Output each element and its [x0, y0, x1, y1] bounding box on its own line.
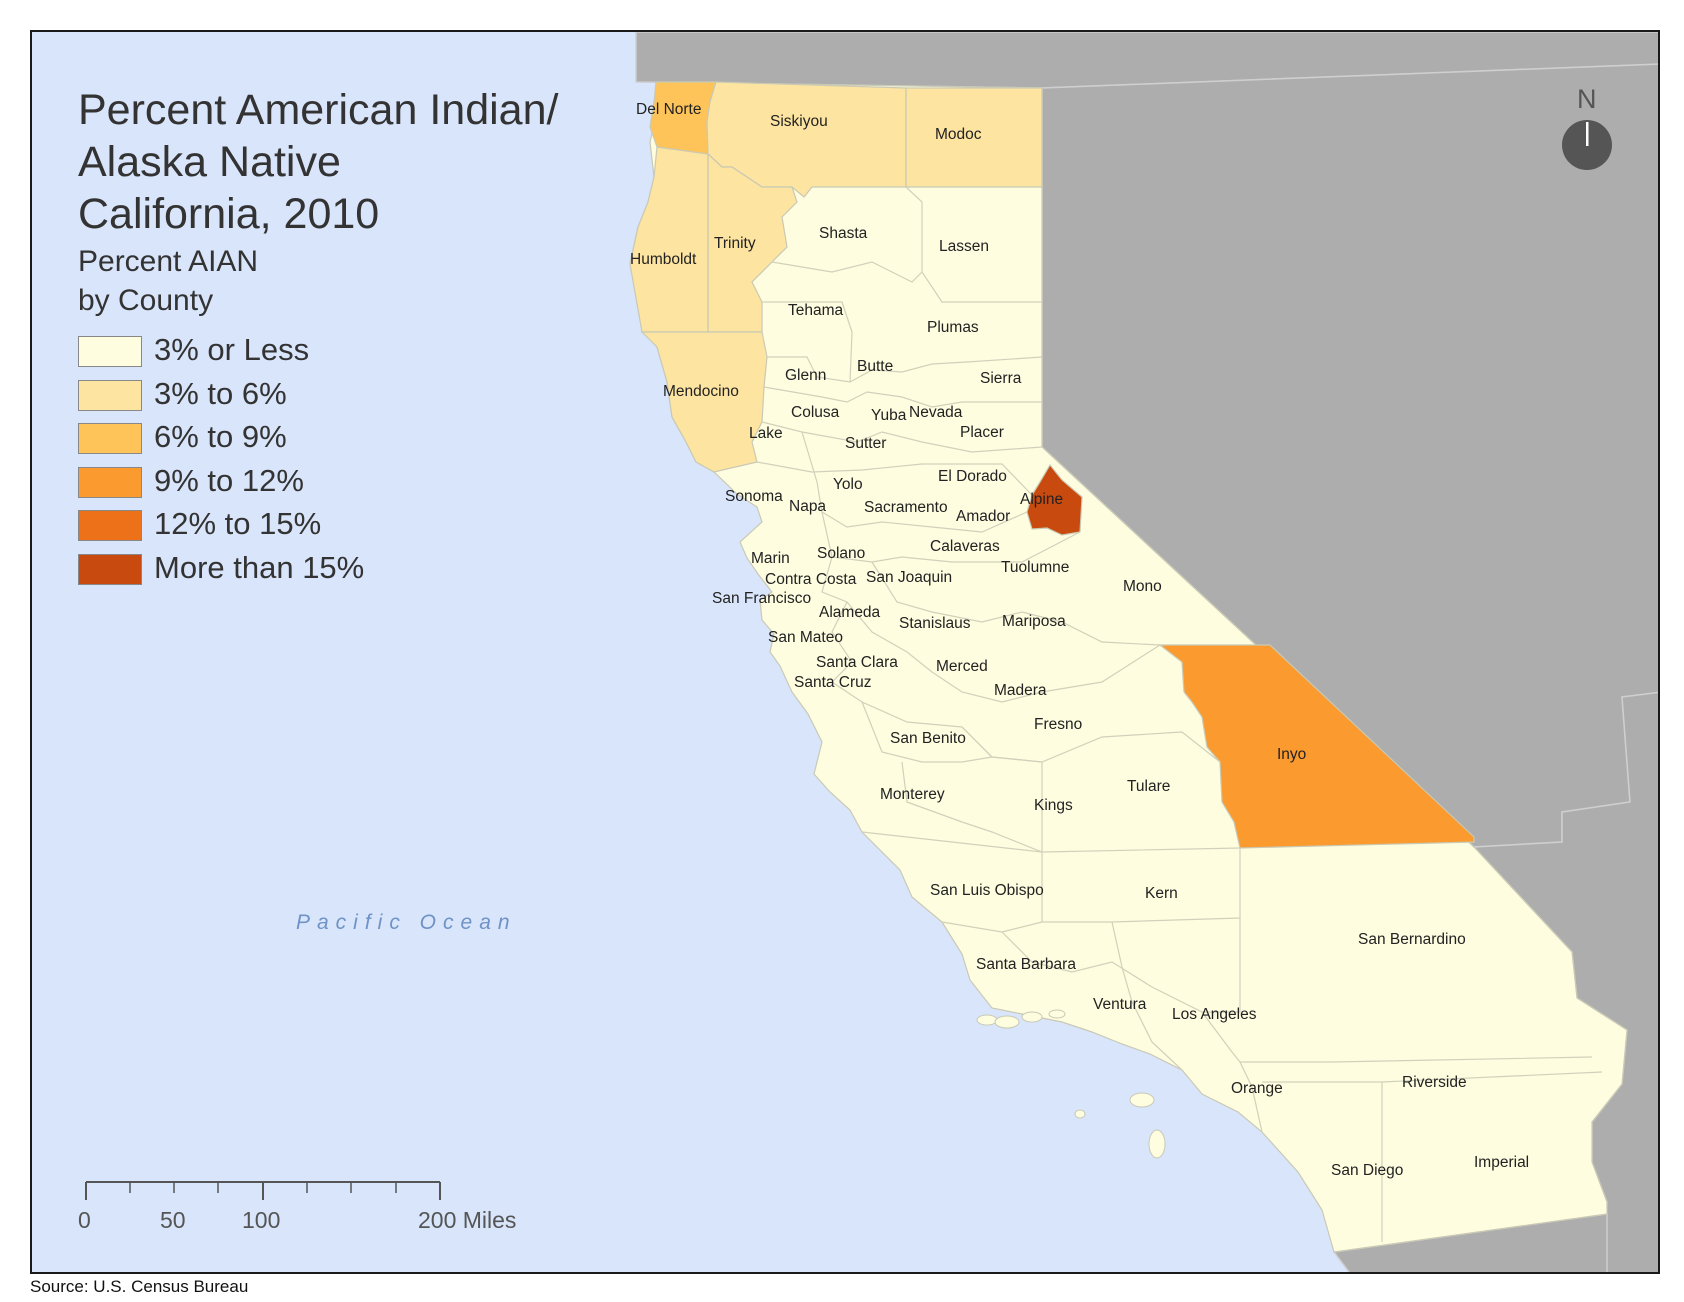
county-label-sierra: Sierra	[980, 370, 1022, 387]
county-label-lassen: Lassen	[939, 238, 989, 255]
county-label-santa-cruz: Santa Cruz	[794, 674, 872, 691]
map-canvas: Del Norte Siskiyou Modoc Humboldt Trinit…	[32, 32, 1658, 1272]
county-label-sonoma: Sonoma	[725, 488, 783, 505]
legend-swatch-1	[78, 379, 142, 411]
scale-tick-50: 50	[160, 1207, 186, 1233]
county-label-sacramento: Sacramento	[864, 499, 948, 516]
map-title-line-1: Percent American Indian/	[78, 86, 559, 134]
county-label-san-luis-obispo: San Luis Obispo	[930, 882, 1044, 899]
county-label-san-diego: San Diego	[1331, 1162, 1403, 1179]
county-label-stanislaus: Stanislaus	[899, 615, 971, 632]
county-shape-del-norte	[649, 81, 717, 155]
source-note: Source: U.S. Census Bureau	[30, 1277, 249, 1296]
legend-title-line-1: Percent AIAN	[78, 245, 259, 278]
county-label-monterey: Monterey	[880, 786, 945, 803]
county-label-mendocino: Mendocino	[663, 383, 739, 400]
ocean-label: Pacific Ocean	[296, 911, 517, 934]
county-label-napa: Napa	[789, 498, 826, 515]
county-label-lake: Lake	[749, 425, 783, 442]
county-label-kern: Kern	[1145, 885, 1178, 902]
scale-tick-0: 0	[78, 1207, 91, 1233]
map-title-line-2: Alaska Native	[78, 138, 341, 186]
map-title-line-3: California, 2010	[78, 190, 380, 238]
neighbor-land	[635, 32, 1658, 1272]
legend-swatch-3	[78, 466, 142, 498]
county-shape-inyo	[1158, 644, 1475, 849]
county-label-madera: Madera	[994, 682, 1047, 699]
county-label-mono: Mono	[1123, 578, 1162, 595]
county-label-glenn: Glenn	[785, 367, 826, 384]
county-label-humboldt: Humboldt	[630, 251, 697, 268]
county-label-tulare: Tulare	[1127, 778, 1170, 795]
north-label: N	[1577, 84, 1597, 114]
county-label-fresno: Fresno	[1034, 716, 1082, 733]
county-label-trinity: Trinity	[714, 235, 756, 252]
county-label-riverside: Riverside	[1402, 1074, 1467, 1091]
legend-title: Percent AIAN by County	[78, 242, 258, 320]
county-shape-mendocino	[640, 331, 768, 473]
county-label-placer: Placer	[960, 424, 1004, 441]
county-label-santa-clara: Santa Clara	[816, 654, 898, 671]
county-label-imperial: Imperial	[1474, 1154, 1529, 1171]
county-labels: Del Norte Siskiyou Modoc Humboldt Trinit…	[630, 101, 1529, 1179]
legend-label-3: 9% to 12%	[154, 462, 304, 498]
county-label-mariposa: Mariposa	[1002, 613, 1066, 630]
legend-swatch-0	[78, 336, 142, 367]
county-shape-trinity	[707, 152, 798, 333]
map-title: Percent American Indian/ Alaska Native C…	[78, 84, 558, 240]
county-label-santa-barbara: Santa Barbara	[976, 956, 1076, 973]
county-label-shasta: Shasta	[819, 225, 868, 242]
county-label-solano: Solano	[817, 545, 865, 562]
county-shapes	[629, 81, 1475, 849]
legend-title-line-2: by County	[78, 284, 214, 317]
county-boundaries	[756, 186, 1603, 1242]
scale-tick-200: 200 Miles	[418, 1207, 516, 1233]
county-label-colusa: Colusa	[791, 404, 840, 421]
county-shape-alpine	[1026, 463, 1083, 536]
scale-tick-100: 100	[242, 1207, 280, 1233]
county-label-alameda: Alameda	[819, 604, 881, 621]
legend-label-4: 12% to 15%	[154, 506, 322, 541]
county-label-del-norte: Del Norte	[636, 101, 701, 118]
scale-bar: 0 50 100 200 Miles	[78, 1181, 516, 1233]
county-label-contra-costa: Contra Costa	[765, 571, 857, 588]
county-label-el-dorado: El Dorado	[938, 468, 1007, 485]
map-frame: Del Norte Siskiyou Modoc Humboldt Trinit…	[30, 30, 1660, 1274]
county-label-kings: Kings	[1034, 797, 1073, 814]
legend-label-1: 3% to 6%	[154, 375, 287, 411]
county-label-sutter: Sutter	[845, 435, 886, 452]
county-label-inyo: Inyo	[1277, 746, 1306, 763]
county-label-san-bernardino: San Bernardino	[1358, 931, 1466, 948]
legend-swatch-5	[78, 553, 142, 585]
county-label-alpine: Alpine	[1020, 491, 1063, 508]
county-label-marin: Marin	[751, 550, 790, 567]
county-label-yolo: Yolo	[833, 476, 863, 493]
legend-label-2: 6% to 9%	[154, 419, 287, 454]
north-arrow: N	[1562, 84, 1612, 170]
legend-swatch-2	[78, 423, 142, 454]
county-label-butte: Butte	[857, 358, 893, 375]
county-label-ventura: Ventura	[1093, 996, 1147, 1013]
legend-label-5: More than 15%	[154, 549, 365, 585]
county-label-siskiyou: Siskiyou	[770, 113, 828, 130]
county-label-tehama: Tehama	[788, 302, 844, 319]
county-label-san-francisco: San Francisco	[712, 590, 811, 607]
county-shape-modoc	[905, 87, 1043, 188]
county-label-san-benito: San Benito	[890, 730, 966, 747]
legend-swatch-4	[78, 510, 142, 541]
county-label-merced: Merced	[936, 658, 988, 675]
county-label-los-angeles: Los Angeles	[1172, 1006, 1257, 1023]
county-label-plumas: Plumas	[927, 319, 979, 336]
county-label-san-mateo: San Mateo	[768, 629, 843, 646]
islands	[976, 1009, 1166, 1159]
legend-label-0: 3% or Less	[154, 332, 310, 367]
county-label-modoc: Modoc	[935, 126, 982, 143]
county-label-yuba: Yuba	[871, 407, 907, 424]
county-label-amador: Amador	[956, 508, 1010, 525]
county-label-tuolumne: Tuolumne	[1001, 559, 1069, 576]
county-label-san-joaquin: San Joaquin	[866, 569, 952, 586]
county-label-orange: Orange	[1231, 1080, 1283, 1097]
county-label-calaveras: Calaveras	[930, 538, 1000, 555]
county-label-nevada: Nevada	[909, 404, 963, 421]
